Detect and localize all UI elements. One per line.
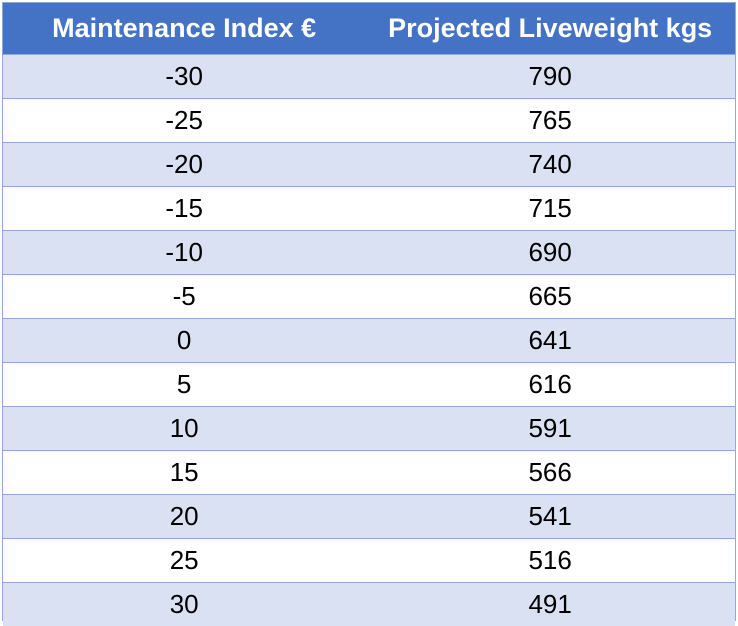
maintenance-index-cell: 15 xyxy=(3,449,366,494)
projected-liveweight-cell: 541 xyxy=(365,493,735,538)
projected-liveweight-cell: 566 xyxy=(365,449,735,494)
maintenance-index-cell: -20 xyxy=(3,141,366,186)
projected-liveweight-cell: 591 xyxy=(365,405,735,450)
table-row: -20 740 xyxy=(3,141,735,186)
table-row: -5 665 xyxy=(3,273,735,318)
projected-liveweight-cell: 665 xyxy=(365,273,735,318)
table-row: 30 491 xyxy=(3,581,735,626)
maintenance-index-cell: 30 xyxy=(3,581,366,626)
projected-liveweight-cell: 516 xyxy=(365,537,735,582)
projected-liveweight-cell: 491 xyxy=(365,581,735,626)
table-row: 5 616 xyxy=(3,361,735,406)
maintenance-index-cell: 25 xyxy=(3,537,366,582)
column-header-projected-liveweight: Projected Liveweight kgs xyxy=(365,3,735,54)
table-row: 10 591 xyxy=(3,405,735,450)
table-header-row: Maintenance Index € Projected Liveweight… xyxy=(3,3,735,54)
projected-liveweight-cell: 790 xyxy=(365,53,735,98)
maintenance-index-cell: -10 xyxy=(3,229,366,274)
maintenance-index-cell: 20 xyxy=(3,493,366,538)
projected-liveweight-cell: 690 xyxy=(365,229,735,274)
projected-liveweight-cell: 715 xyxy=(365,185,735,230)
projected-liveweight-cell: 740 xyxy=(365,141,735,186)
projected-liveweight-cell: 616 xyxy=(365,361,735,406)
maintenance-index-cell: -30 xyxy=(3,53,366,98)
maintenance-index-cell: 10 xyxy=(3,405,366,450)
table-row: 15 566 xyxy=(3,449,735,494)
table-row: -10 690 xyxy=(3,229,735,274)
table-body: -30 790 -25 765 -20 740 -15 715 -10 690 -5 665 0 641 5… xyxy=(3,53,735,626)
data-table: Maintenance Index € Projected Liveweight… xyxy=(3,3,735,626)
table-row: -25 765 xyxy=(3,97,735,142)
maintenance-index-cell: -15 xyxy=(3,185,366,230)
table-row: -15 715 xyxy=(3,185,735,230)
projected-liveweight-cell: 641 xyxy=(365,317,735,362)
column-header-maintenance-index: Maintenance Index € xyxy=(3,3,366,54)
table-row: 25 516 xyxy=(3,537,735,582)
maintenance-index-cell: 0 xyxy=(3,317,366,362)
table-row: 20 541 xyxy=(3,493,735,538)
table-row: -30 790 xyxy=(3,53,735,98)
table-row: 0 641 xyxy=(3,317,735,362)
projected-liveweight-cell: 765 xyxy=(365,97,735,142)
maintenance-index-cell: -5 xyxy=(3,273,366,318)
maintenance-index-cell: 5 xyxy=(3,361,366,406)
maintenance-index-cell: -25 xyxy=(3,97,366,142)
